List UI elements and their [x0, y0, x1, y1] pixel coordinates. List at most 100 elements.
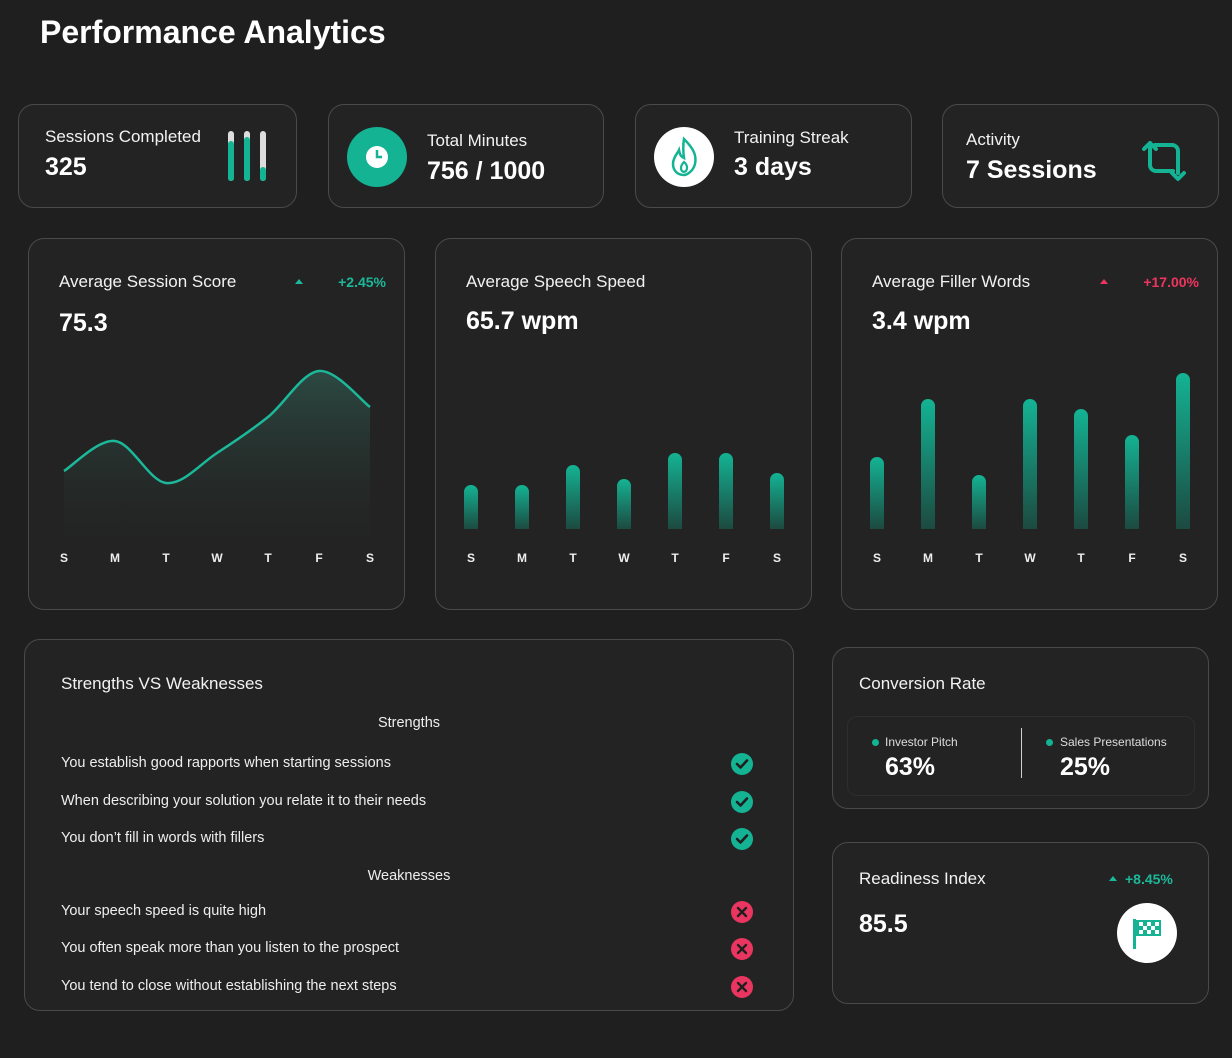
- bar: [617, 479, 631, 529]
- stat-label: Training Streak: [734, 128, 849, 147]
- bar: [1023, 399, 1037, 529]
- weakness-item: You tend to close without establishing t…: [61, 978, 397, 994]
- x-tick-label: W: [1024, 551, 1036, 565]
- progress-icon: [228, 131, 266, 181]
- bar: [566, 465, 580, 529]
- conversion-value: 25%: [1060, 753, 1111, 781]
- conversion-card: Conversion Rate Investor Pitch 63% Sales…: [832, 647, 1209, 809]
- stat-value: 7 Sessions: [966, 156, 1097, 184]
- x-tick-label: T: [264, 551, 272, 565]
- change-label: +8.45%: [1125, 871, 1173, 887]
- change-label: +2.45%: [338, 274, 386, 290]
- x-tick-label: S: [873, 551, 881, 565]
- stat-label: Activity: [966, 130, 1020, 149]
- area: [64, 370, 370, 541]
- strength-item: When describing your solution you relate…: [61, 793, 427, 809]
- chart-title: Average Filler Words: [872, 272, 1031, 291]
- section-heading: Strengths: [377, 715, 441, 731]
- clock-icon: [347, 127, 407, 187]
- weakness-item: You often speak more than you listen to …: [61, 940, 400, 956]
- stat-label: Sessions Completed: [45, 127, 201, 146]
- x-tick-label: M: [923, 551, 933, 565]
- status-icons: [731, 753, 753, 998]
- x-tick-label: S: [60, 551, 68, 565]
- change-label: +17.00%: [1143, 274, 1199, 290]
- card-title: Strengths VS Weaknesses: [61, 674, 263, 693]
- x-tick-label: T: [162, 551, 170, 565]
- bar: [464, 485, 478, 529]
- bar: [972, 475, 986, 529]
- chart-card: Average Session Score 75.3 +2.45% S M T W T F S: [28, 238, 405, 610]
- chart-value: 75.3: [59, 309, 108, 337]
- conversion-name: Investor Pitch: [885, 735, 958, 749]
- x-tick-label: W: [618, 551, 630, 565]
- strength-item: You don’t fill in words with fillers: [61, 830, 265, 846]
- chart-card: Average Filler Words 3.4 wpm +17.00% S M T W T F…: [841, 238, 1218, 610]
- stat-card: Training Streak 3 days: [635, 104, 912, 208]
- x-tick-label: F: [1128, 551, 1135, 565]
- stat-value: 756 / 1000: [427, 157, 546, 185]
- x-tick-label: T: [671, 551, 679, 565]
- x-tick-label: S: [1179, 551, 1187, 565]
- x-tick-label: M: [517, 551, 527, 565]
- x-tick-label: W: [211, 551, 223, 565]
- chart-value: 3.4 wpm: [872, 307, 971, 335]
- stat-label: Total Minutes: [427, 131, 528, 150]
- legend-dot: [872, 739, 879, 746]
- bar: [515, 485, 529, 529]
- bar: [1125, 435, 1139, 529]
- conversion-box: [847, 716, 1195, 796]
- bar: [1176, 373, 1190, 529]
- x-tick-label: F: [722, 551, 729, 565]
- stat-card: Total Minutes 756 / 1000: [328, 104, 604, 208]
- bar: [870, 457, 884, 529]
- stat-card: Sessions Completed 325: [18, 104, 297, 208]
- chart-value: 65.7 wpm: [466, 307, 579, 335]
- up-arrow: [295, 279, 303, 284]
- chart-title: Average Session Score: [59, 272, 237, 291]
- line: [63, 369, 371, 485]
- strength-item: You establish good rapports when startin…: [61, 755, 391, 771]
- sync-icon: [1142, 141, 1186, 181]
- divider: [1021, 728, 1022, 778]
- bar: [770, 473, 784, 529]
- page-title: Performance Analytics: [40, 14, 386, 50]
- stat-value: 325: [45, 153, 87, 181]
- chart-card: Average Speech Speed 65.7 wpm S M T W T F S: [435, 238, 812, 610]
- legend-dot: [1046, 739, 1053, 746]
- weakness-item: Your speech speed is quite high: [61, 903, 267, 919]
- flag-icon: [1117, 903, 1177, 963]
- readiness-card: Readiness Index +8.45% 85.5: [832, 842, 1209, 1004]
- x-tick-label: S: [366, 551, 374, 565]
- x-tick-label: F: [315, 551, 322, 565]
- conversion-value: 63%: [885, 753, 936, 781]
- stat-card: Activity 7 Sessions: [942, 104, 1219, 208]
- x-tick-label: T: [975, 551, 983, 565]
- readiness-value: 85.5: [859, 910, 908, 938]
- bar: [719, 453, 733, 529]
- x-tick-label: M: [110, 551, 120, 565]
- arrow-shape: [1100, 279, 1108, 284]
- up-arrow: [1100, 279, 1108, 284]
- arrow-shape: [295, 279, 303, 284]
- chart-title: Average Speech Speed: [466, 272, 646, 291]
- bar: [1074, 409, 1088, 529]
- card-title: Readiness Index: [859, 869, 986, 888]
- card-title: Conversion Rate: [859, 674, 986, 693]
- x-tick-label: T: [569, 551, 577, 565]
- bar: [668, 453, 682, 529]
- x-tick-label: T: [1077, 551, 1085, 565]
- section-heading: Weaknesses: [367, 868, 451, 884]
- conversion-name: Sales Presentations: [1060, 735, 1167, 749]
- strengths-card: Strengths VS Weaknesses Strengths You es…: [24, 639, 794, 1011]
- stat-value: 3 days: [734, 153, 812, 181]
- up-arrow: [1109, 876, 1117, 881]
- bar: [921, 399, 935, 529]
- x-tick-label: S: [467, 551, 475, 565]
- flame-icon: [654, 127, 714, 187]
- x-tick-label: S: [773, 551, 781, 565]
